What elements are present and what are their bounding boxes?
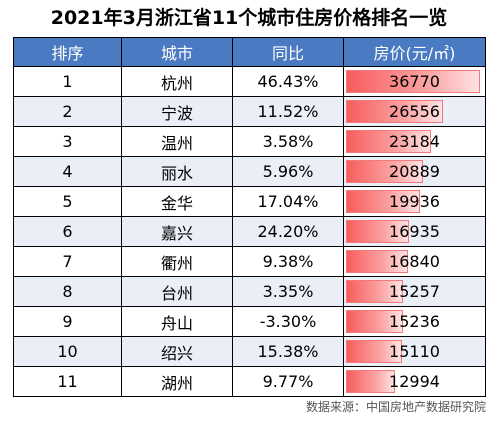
header-rank: 排序 xyxy=(13,37,122,67)
price-bar xyxy=(346,70,480,93)
city-cell: 杭州 xyxy=(121,66,233,97)
price-value: 19936 xyxy=(389,192,440,211)
yoy-cell: 11.52% xyxy=(232,96,344,127)
table-row: 8 台州 3.35% 15257 xyxy=(13,276,486,307)
price-value: 23184 xyxy=(389,132,440,151)
price-cell: 16935 xyxy=(343,216,486,247)
table-row: 7 衢州 9.38% 16840 xyxy=(13,246,486,277)
price-value: 26556 xyxy=(389,102,440,121)
price-bar xyxy=(346,280,403,303)
table-row: 4 丽水 5.96% 20889 xyxy=(13,156,486,187)
yoy-cell: 3.35% xyxy=(232,276,344,307)
city-cell: 湖州 xyxy=(121,366,233,397)
price-bar xyxy=(346,100,443,123)
rank-cell: 5 xyxy=(13,186,122,217)
table-row: 1 杭州 46.43% 36770 xyxy=(13,66,486,97)
price-value: 15257 xyxy=(389,282,440,301)
table-header-row: 排序 城市 同比 房价(元/㎡) xyxy=(13,37,486,67)
price-cell: 15257 xyxy=(343,276,486,307)
table-row: 5 金华 17.04% 19936 xyxy=(13,186,486,217)
yoy-cell: 24.20% xyxy=(232,216,344,247)
city-cell: 丽水 xyxy=(121,156,233,187)
header-yoy: 同比 xyxy=(232,37,344,67)
price-cell: 15236 xyxy=(343,306,486,337)
price-cell: 12994 xyxy=(343,366,486,397)
city-cell: 绍兴 xyxy=(121,336,233,367)
price-value: 16935 xyxy=(389,222,440,241)
price-value: 16840 xyxy=(389,252,440,271)
yoy-cell: 9.38% xyxy=(232,246,344,277)
city-cell: 台州 xyxy=(121,276,233,307)
rank-cell: 3 xyxy=(13,126,122,157)
rank-cell: 4 xyxy=(13,156,122,187)
price-cell: 16840 xyxy=(343,246,486,277)
yoy-cell: 5.96% xyxy=(232,156,344,187)
table-row: 9 舟山 -3.30% 15236 xyxy=(13,306,486,337)
rank-cell: 6 xyxy=(13,216,122,247)
yoy-cell: -3.30% xyxy=(232,306,344,337)
price-cell: 15110 xyxy=(343,336,486,367)
price-cell: 36770 xyxy=(343,66,486,97)
table-row: 10 绍兴 15.38% 15110 xyxy=(13,336,486,367)
price-cell: 20889 xyxy=(343,156,486,187)
price-bar xyxy=(346,160,423,183)
yoy-cell: 9.77% xyxy=(232,366,344,397)
page-title: 2021年3月浙江省11个城市住房价格排名一览 xyxy=(50,7,448,29)
data-source: 数据来源：中国房地产数据研究院 xyxy=(305,400,486,414)
yoy-cell: 17.04% xyxy=(232,186,344,217)
yoy-cell: 15.38% xyxy=(232,336,344,367)
table-row: 3 温州 3.58% 23184 xyxy=(13,126,486,157)
price-value: 15110 xyxy=(389,342,440,361)
city-cell: 舟山 xyxy=(121,306,233,337)
rank-cell: 9 xyxy=(13,306,122,337)
rank-cell: 11 xyxy=(13,366,122,397)
city-cell: 温州 xyxy=(121,126,233,157)
city-cell: 衢州 xyxy=(121,246,233,277)
price-value: 12994 xyxy=(389,372,440,391)
table-row: 6 嘉兴 24.20% 16935 xyxy=(13,216,486,247)
price-bar xyxy=(346,370,395,393)
city-cell: 金华 xyxy=(121,186,233,217)
table-row: 11 湖州 9.77% 12994 xyxy=(13,366,486,397)
yoy-cell: 3.58% xyxy=(232,126,344,157)
price-cell: 23184 xyxy=(343,126,486,157)
rank-cell: 2 xyxy=(13,96,122,127)
city-cell: 宁波 xyxy=(121,96,233,127)
header-city: 城市 xyxy=(121,37,233,67)
price-bar xyxy=(346,220,409,243)
price-value: 20889 xyxy=(389,162,440,181)
price-bar xyxy=(346,250,408,273)
price-cell: 26556 xyxy=(343,96,486,127)
price-bar xyxy=(346,190,420,213)
rank-cell: 8 xyxy=(13,276,122,307)
yoy-cell: 46.43% xyxy=(232,66,344,97)
rank-cell: 7 xyxy=(13,246,122,277)
price-bar xyxy=(346,130,431,153)
price-value: 15236 xyxy=(389,312,440,331)
price-value: 36770 xyxy=(389,72,440,91)
rank-cell: 1 xyxy=(13,66,122,97)
price-bar xyxy=(346,310,403,333)
city-cell: 嘉兴 xyxy=(121,216,233,247)
price-bar xyxy=(346,340,402,363)
ranking-table: 排序 城市 同比 房价(元/㎡) 1 杭州 46.43% 36770 2 宁波 11.52%… xyxy=(13,37,486,397)
table-row: 2 宁波 11.52% 26556 xyxy=(13,96,486,127)
rank-cell: 10 xyxy=(13,336,122,367)
price-cell: 19936 xyxy=(343,186,486,217)
header-price: 房价(元/㎡) xyxy=(343,37,486,67)
